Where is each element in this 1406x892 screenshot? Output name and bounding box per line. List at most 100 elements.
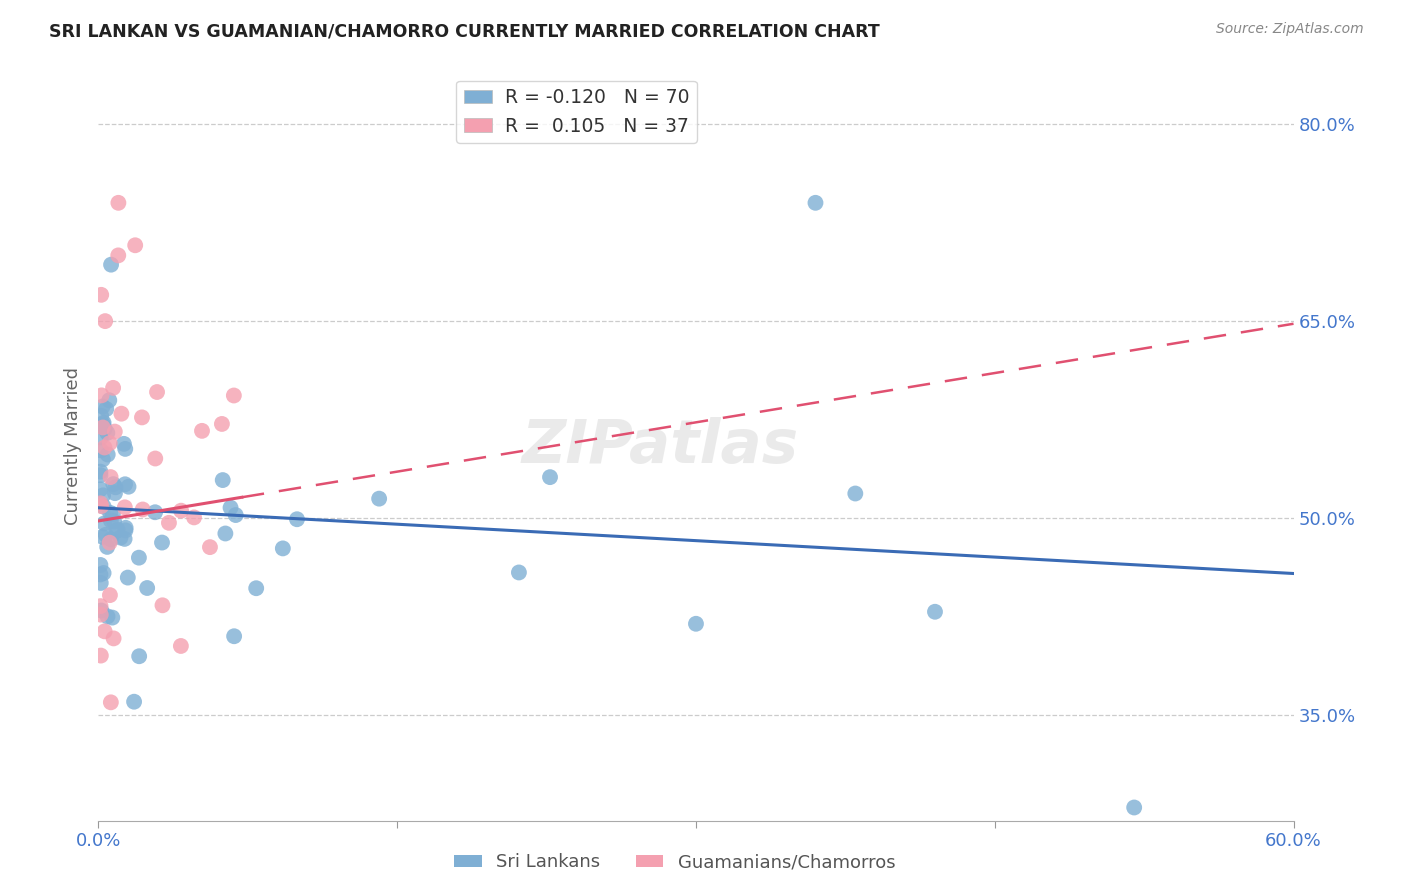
Point bbox=[146, 384, 169, 399]
Text: SRI LANKAN VS GUAMANIAN/CHAMORRO CURRENTLY MARRIED CORRELATION CHART: SRI LANKAN VS GUAMANIAN/CHAMORRO CURRENT… bbox=[49, 22, 880, 40]
Point bbox=[91, 417, 114, 432]
Point bbox=[245, 581, 267, 595]
Point bbox=[89, 468, 111, 483]
Point bbox=[107, 248, 129, 262]
Point bbox=[93, 566, 115, 580]
Point bbox=[100, 513, 122, 527]
Point bbox=[101, 610, 124, 624]
Point bbox=[97, 448, 120, 462]
Point bbox=[90, 603, 112, 617]
Point bbox=[91, 530, 114, 544]
Point bbox=[131, 410, 153, 425]
Point bbox=[128, 649, 150, 664]
Point bbox=[90, 576, 112, 591]
Point bbox=[285, 512, 308, 526]
Point bbox=[96, 540, 118, 554]
Point bbox=[150, 535, 173, 549]
Legend: Sri Lankans, Guamanians/Chamorros: Sri Lankans, Guamanians/Chamorros bbox=[447, 847, 903, 879]
Point bbox=[90, 409, 112, 423]
Point bbox=[90, 388, 112, 402]
Point bbox=[93, 624, 115, 639]
Point bbox=[90, 499, 112, 513]
Point bbox=[93, 441, 115, 455]
Point bbox=[98, 436, 121, 450]
Point bbox=[114, 442, 136, 456]
Point bbox=[143, 505, 166, 519]
Point bbox=[90, 607, 112, 622]
Point bbox=[538, 470, 561, 484]
Point bbox=[101, 507, 124, 521]
Point bbox=[90, 648, 112, 663]
Point bbox=[124, 238, 146, 252]
Point bbox=[191, 424, 214, 438]
Point bbox=[114, 524, 136, 538]
Point bbox=[214, 526, 236, 541]
Y-axis label: Currently Married: Currently Married bbox=[65, 367, 83, 525]
Text: ZIPatlas: ZIPatlas bbox=[522, 417, 799, 475]
Point bbox=[89, 496, 111, 510]
Legend: R = -0.120   N = 70, R =  0.105   N = 37: R = -0.120 N = 70, R = 0.105 N = 37 bbox=[456, 81, 697, 143]
Point bbox=[222, 388, 245, 402]
Point bbox=[924, 605, 946, 619]
Point bbox=[183, 510, 205, 524]
Point bbox=[91, 488, 114, 502]
Point bbox=[131, 502, 153, 516]
Point bbox=[91, 420, 114, 434]
Point bbox=[93, 500, 115, 514]
Point bbox=[114, 500, 136, 515]
Point bbox=[136, 581, 159, 595]
Point bbox=[98, 588, 121, 602]
Point bbox=[508, 566, 530, 580]
Point bbox=[98, 506, 121, 520]
Point bbox=[143, 451, 166, 466]
Point bbox=[89, 567, 111, 582]
Point bbox=[100, 470, 122, 484]
Point bbox=[105, 524, 128, 538]
Point bbox=[89, 599, 111, 614]
Point bbox=[96, 609, 118, 624]
Point bbox=[103, 515, 125, 529]
Point bbox=[89, 483, 111, 497]
Point bbox=[112, 437, 135, 451]
Point bbox=[103, 632, 125, 646]
Point bbox=[103, 477, 125, 491]
Point bbox=[170, 639, 193, 653]
Point bbox=[117, 480, 139, 494]
Point bbox=[219, 500, 242, 515]
Point bbox=[94, 528, 117, 542]
Point bbox=[114, 532, 136, 546]
Point bbox=[90, 431, 112, 445]
Point bbox=[844, 486, 866, 500]
Point bbox=[104, 486, 127, 500]
Point bbox=[107, 195, 129, 210]
Point bbox=[93, 416, 115, 430]
Point bbox=[128, 550, 150, 565]
Point bbox=[90, 443, 112, 458]
Point bbox=[211, 417, 233, 431]
Point bbox=[91, 452, 114, 467]
Text: Source: ZipAtlas.com: Source: ZipAtlas.com bbox=[1216, 22, 1364, 37]
Point bbox=[96, 402, 118, 417]
Point bbox=[90, 288, 112, 302]
Point bbox=[104, 425, 127, 439]
Point bbox=[110, 531, 132, 545]
Point bbox=[157, 516, 180, 530]
Point bbox=[122, 695, 145, 709]
Point bbox=[117, 571, 139, 585]
Point bbox=[91, 400, 114, 414]
Point bbox=[211, 473, 233, 487]
Point bbox=[94, 314, 117, 328]
Point bbox=[804, 195, 827, 210]
Point bbox=[104, 480, 127, 494]
Point bbox=[225, 508, 247, 522]
Point bbox=[93, 516, 115, 531]
Point bbox=[100, 533, 122, 547]
Point bbox=[368, 491, 391, 506]
Point bbox=[100, 695, 122, 709]
Point bbox=[101, 381, 124, 395]
Point bbox=[198, 540, 221, 554]
Point bbox=[89, 558, 111, 572]
Point bbox=[107, 523, 129, 537]
Point bbox=[98, 535, 121, 549]
Point bbox=[96, 425, 118, 440]
